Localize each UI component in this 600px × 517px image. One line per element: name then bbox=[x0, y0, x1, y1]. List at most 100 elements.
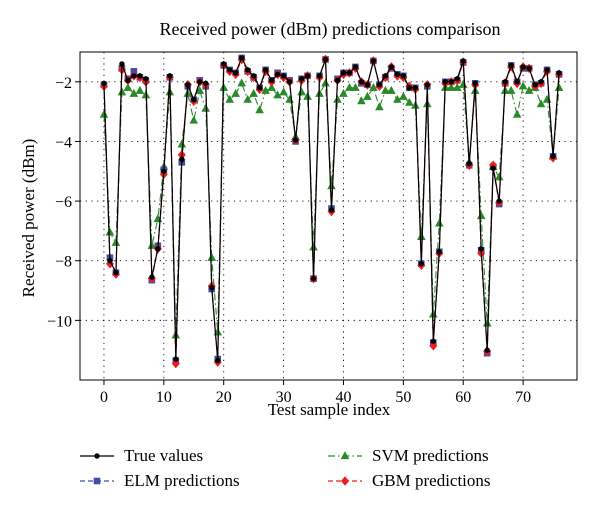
x-tick-label: 20 bbox=[216, 389, 232, 406]
data-point bbox=[111, 238, 121, 246]
x-tick-label: 0 bbox=[100, 389, 108, 406]
legend-entry: SVM predictions bbox=[328, 446, 489, 465]
data-point bbox=[298, 76, 305, 82]
data-point bbox=[554, 82, 564, 91]
legend-entry: True values bbox=[80, 446, 203, 465]
data-point bbox=[322, 56, 329, 63]
data-point bbox=[434, 218, 444, 227]
x-tick-label: 60 bbox=[455, 389, 471, 406]
data-point bbox=[448, 79, 454, 85]
data-point bbox=[117, 87, 127, 96]
data-point bbox=[268, 77, 275, 84]
data-point bbox=[262, 67, 269, 73]
data-point bbox=[105, 258, 114, 269]
data-point bbox=[280, 73, 287, 79]
data-point bbox=[454, 76, 460, 82]
data-point bbox=[375, 102, 384, 111]
data-point bbox=[536, 99, 546, 108]
data-point bbox=[506, 85, 516, 94]
data-point bbox=[345, 82, 354, 91]
data-point bbox=[400, 73, 407, 79]
data-point bbox=[478, 246, 484, 252]
data-point bbox=[460, 58, 466, 64]
data-point bbox=[490, 165, 496, 171]
data-point bbox=[231, 88, 240, 97]
legend-swatch-marker bbox=[340, 451, 350, 460]
data-point bbox=[532, 82, 538, 88]
data-point bbox=[249, 88, 258, 97]
y-tick-label: −4 bbox=[55, 134, 72, 151]
data-point bbox=[550, 153, 556, 160]
y-axis-label: Received power (dBm) bbox=[19, 139, 38, 298]
data-point bbox=[250, 73, 257, 79]
data-point bbox=[370, 58, 377, 64]
series-circle-group bbox=[101, 55, 562, 364]
data-point bbox=[105, 227, 115, 236]
data-point bbox=[161, 168, 167, 174]
data-point bbox=[334, 77, 341, 84]
data-point bbox=[376, 82, 383, 88]
y-tick-label: −8 bbox=[55, 254, 72, 271]
data-point bbox=[167, 73, 173, 79]
y-tick-label: −10 bbox=[47, 313, 72, 330]
data-point bbox=[357, 96, 366, 105]
data-point bbox=[237, 78, 246, 87]
data-point bbox=[243, 94, 252, 103]
data-point bbox=[538, 79, 544, 85]
data-point bbox=[393, 94, 402, 103]
data-point bbox=[123, 82, 133, 91]
x-tick-label: 50 bbox=[395, 389, 411, 406]
data-point bbox=[292, 137, 299, 143]
axis-ticks: 0 10 20 30 40 50 60 70 −2 −4 −6 −8 −10 bbox=[47, 75, 531, 406]
x-axis-label: Test sample index bbox=[268, 400, 391, 419]
data-point bbox=[297, 87, 306, 96]
data-point bbox=[125, 77, 131, 84]
data-point bbox=[201, 103, 211, 112]
data-point bbox=[494, 172, 504, 181]
data-point bbox=[177, 139, 187, 148]
data-point bbox=[466, 161, 472, 167]
data-point bbox=[261, 85, 270, 94]
data-point bbox=[173, 356, 179, 362]
data-point bbox=[171, 358, 180, 369]
data-point bbox=[328, 207, 335, 213]
data-point bbox=[129, 88, 139, 97]
legend: True values SVM predictions ELM prediction… bbox=[80, 446, 491, 490]
data-point bbox=[131, 73, 137, 79]
data-point bbox=[321, 78, 330, 87]
data-point bbox=[412, 85, 419, 91]
data-point bbox=[273, 90, 282, 99]
data-point bbox=[225, 94, 235, 103]
data-point bbox=[304, 73, 311, 79]
y-tick-label: −6 bbox=[55, 194, 72, 211]
x-tick-label: 30 bbox=[276, 389, 292, 406]
legend-label: ELM predictions bbox=[124, 471, 240, 490]
data-point bbox=[382, 73, 389, 79]
data-point bbox=[255, 105, 264, 114]
legend-swatch-marker bbox=[93, 477, 101, 485]
legend-swatch-marker bbox=[341, 476, 349, 486]
data-point bbox=[99, 109, 109, 118]
data-point bbox=[179, 156, 185, 163]
data-point bbox=[482, 318, 492, 327]
data-point bbox=[424, 82, 431, 88]
data-point bbox=[346, 70, 353, 76]
data-point bbox=[430, 338, 436, 344]
data-point bbox=[333, 94, 342, 103]
data-point bbox=[446, 82, 456, 91]
data-point bbox=[195, 85, 205, 94]
data-point bbox=[155, 246, 161, 252]
data-point bbox=[209, 284, 215, 291]
data-point bbox=[524, 85, 534, 94]
data-point bbox=[191, 97, 197, 103]
legend-entry: GBM predictions bbox=[328, 471, 491, 490]
data-point bbox=[339, 88, 348, 97]
data-point bbox=[406, 85, 413, 91]
data-point bbox=[149, 274, 155, 280]
data-point bbox=[351, 82, 360, 91]
data-point bbox=[143, 76, 149, 82]
data-point bbox=[197, 79, 203, 85]
data-point bbox=[135, 85, 145, 94]
data-point bbox=[544, 67, 550, 73]
